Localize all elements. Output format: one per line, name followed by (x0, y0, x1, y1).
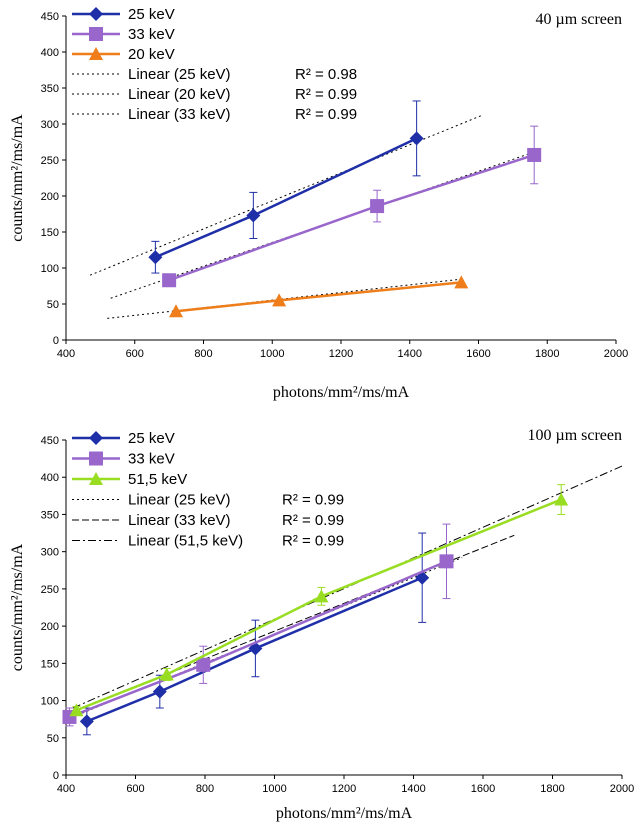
legend-label: 25 keV (128, 430, 175, 447)
chart-2: 0 50 100 150 200 250 300 350 400 450 400 600 800 1000… (9, 427, 634, 822)
legend-marker (89, 47, 103, 60)
y-tick-label: 250 (41, 584, 59, 596)
y-tick-label: 450 (41, 11, 59, 23)
legend-label: Linear (51,5 keV) (128, 533, 243, 550)
legend-r2: R² = 0.99 (295, 106, 357, 123)
data-point (196, 657, 211, 672)
data-point (554, 492, 569, 506)
y-tick-label: 200 (41, 191, 59, 203)
legend-label: Linear (25 keV) (128, 66, 231, 83)
x-tick-label: 1600 (466, 348, 490, 360)
series-line (75, 498, 562, 712)
trendline (110, 149, 541, 299)
x-tick-label: 1800 (535, 348, 559, 360)
x-tick-label: 600 (126, 783, 144, 795)
x-tick-label: 1000 (262, 783, 286, 795)
y-tick-label: 250 (41, 155, 59, 167)
y-tick-label: 350 (41, 509, 59, 521)
data-point (272, 293, 287, 307)
x-axis-title: photons/mm²/ms/mA (276, 805, 413, 822)
legend-r2: R² = 0.99 (295, 86, 357, 103)
legend-marker (89, 27, 103, 41)
legend-marker (89, 472, 103, 485)
data-point (454, 275, 469, 289)
legend-marker (89, 451, 103, 466)
legend-r2: R² = 0.99 (282, 533, 344, 550)
legend-label: Linear (33 keV) (128, 512, 231, 529)
data-point (79, 714, 94, 729)
y-tick-label: 50 (47, 299, 59, 311)
x-tick-label: 1800 (540, 783, 564, 795)
legend-label: 33 keV (128, 26, 175, 43)
x-tick-label: 2000 (604, 348, 628, 360)
legend-r2: R² = 0.99 (282, 512, 344, 529)
legend-label: Linear (20 keV) (128, 86, 231, 103)
legend-label: Linear (33 keV) (128, 106, 231, 123)
x-tick-label: 1400 (398, 348, 422, 360)
data-point (439, 554, 454, 569)
x-tick-label: 1000 (260, 348, 284, 360)
legend-marker (89, 7, 103, 21)
legend-label: 20 keV (128, 46, 175, 63)
screen-label: 40 µm screen (535, 11, 622, 28)
x-tick-label: 1400 (401, 783, 425, 795)
y-tick-label: 150 (41, 658, 59, 670)
x-tick-label: 800 (196, 783, 214, 795)
legend-label: 33 keV (128, 451, 175, 468)
x-tick-label: 1200 (329, 348, 353, 360)
x-tick-label: 1200 (332, 783, 356, 795)
legend-r2: R² = 0.99 (282, 492, 344, 509)
y-axis-title: counts/mm²/ms/mA (9, 114, 26, 242)
y-axis-title: counts/mm²/ms/mA (9, 543, 26, 671)
x-tick-label: 2000 (610, 783, 634, 795)
legend-label: Linear (25 keV) (128, 492, 231, 509)
legend-r2: R² = 0.98 (295, 66, 357, 83)
x-tick-label: 600 (126, 348, 144, 360)
y-tick-label: 300 (41, 119, 59, 131)
data-point (169, 304, 183, 318)
chart-1: 0 50 100 150 200 250 300 350 400 450 400 600 800 1000… (9, 6, 628, 401)
y-tick-label: 400 (41, 47, 59, 59)
data-point (152, 684, 167, 699)
y-tick-label: 0 (53, 770, 59, 782)
data-point (159, 667, 174, 681)
y-tick-label: 400 (41, 472, 59, 484)
y-tick-label: 200 (41, 621, 59, 633)
y-tick-label: 100 (41, 696, 59, 708)
data-point (162, 273, 177, 288)
data-point (370, 199, 385, 214)
data-point (69, 703, 84, 717)
series-line (175, 281, 462, 313)
x-tick-label: 800 (194, 348, 212, 360)
legend-label: 51,5 keV (128, 471, 187, 488)
y-tick-label: 350 (41, 83, 59, 95)
screen-label: 100 µm screen (527, 427, 622, 444)
y-tick-label: 50 (47, 733, 59, 745)
x-axis-title: photons/mm²/ms/mA (273, 384, 410, 401)
data-point (246, 208, 261, 223)
y-tick-label: 450 (41, 435, 59, 447)
data-point (409, 131, 424, 146)
data-point (314, 589, 329, 603)
data-point (148, 250, 163, 265)
y-tick-label: 0 (53, 335, 59, 347)
y-tick-label: 150 (41, 227, 59, 239)
series-line (168, 153, 535, 282)
x-tick-label: 1600 (471, 783, 495, 795)
x-tick-label: 400 (57, 783, 75, 795)
data-point (527, 147, 542, 162)
x-tick-label: 400 (57, 348, 75, 360)
series-line (69, 560, 448, 719)
legend-label: 25 keV (128, 6, 175, 23)
legend-marker (89, 431, 103, 445)
trendline (89, 114, 483, 276)
y-tick-label: 100 (41, 263, 59, 275)
y-tick-label: 300 (41, 547, 59, 559)
